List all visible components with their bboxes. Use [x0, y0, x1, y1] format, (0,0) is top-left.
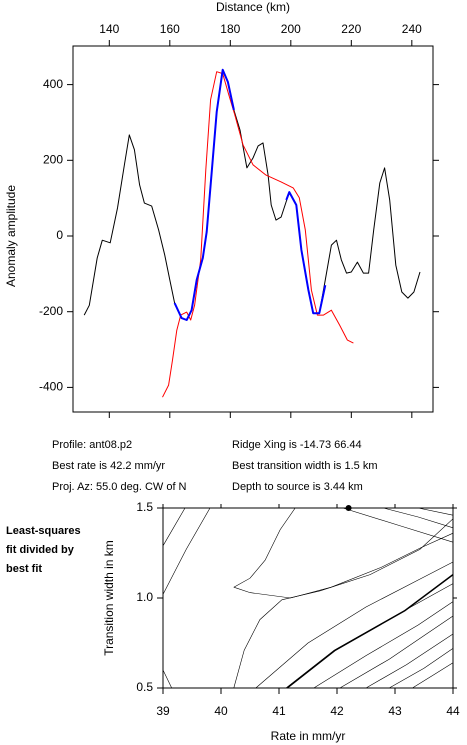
- x-axis-title: Distance (km): [216, 0, 290, 14]
- contour-line: [162, 507, 211, 595]
- y-tick-label: -400: [39, 380, 63, 394]
- x-tick-label: 40: [214, 704, 228, 718]
- info-line: Best rate is 42.2 mm/yr: [52, 460, 165, 472]
- x-tick-label: 43: [388, 704, 402, 718]
- contour-line: [233, 532, 454, 599]
- contour-line: [286, 573, 454, 689]
- y-tick-label: 0.5: [136, 680, 153, 694]
- x-axis-title: Rate in mm/yr: [271, 729, 346, 743]
- x-tick-label: 180: [220, 22, 240, 36]
- x-tick-label: 39: [156, 704, 170, 718]
- series-line: [83, 69, 421, 321]
- x-tick-label: 42: [330, 704, 344, 718]
- contour-line: [412, 662, 454, 689]
- contour-line: [365, 633, 454, 689]
- y-tick-label: 200: [43, 152, 63, 166]
- contour-line: [255, 561, 454, 689]
- x-tick-label: 220: [341, 22, 361, 36]
- note-line: best fit: [6, 563, 42, 575]
- y-tick-label: -200: [39, 304, 63, 318]
- info-line: Profile: ant08.p2: [52, 439, 132, 451]
- contour-line: [389, 648, 454, 689]
- note-line: Least-squares: [6, 525, 81, 537]
- series-line: [162, 71, 354, 398]
- contour-line: [418, 507, 454, 516]
- plot-frame: [72, 45, 434, 413]
- contour-line: [313, 601, 454, 689]
- contour-line: [162, 669, 172, 689]
- contour-line: [342, 507, 454, 543]
- y-tick-label: 1.5: [136, 500, 153, 514]
- info-line: Best transition width is 1.5 km: [232, 460, 378, 472]
- contour-line: [233, 507, 296, 588]
- x-tick-label: 140: [99, 22, 119, 36]
- contour-line: [383, 507, 454, 529]
- contour-line: [285, 583, 454, 689]
- note-line: fit divided by: [6, 544, 75, 556]
- plot-frame: [162, 507, 454, 689]
- x-tick-label: 41: [272, 704, 286, 718]
- y-axis-title: Anomaly amplitude: [4, 185, 18, 287]
- y-tick-label: 1.0: [136, 590, 153, 604]
- info-line: Ridge Xing is -14.73 66.44: [232, 439, 362, 451]
- contour-line: [339, 615, 454, 689]
- best-fit-point: [345, 505, 352, 511]
- x-tick-label: 200: [281, 22, 301, 36]
- info-line: Proj. Az: 55.0 deg. CW of N: [52, 481, 187, 493]
- y-axis-title: Transition width in km: [102, 540, 116, 656]
- x-tick-label: 160: [160, 22, 180, 36]
- info-line: Depth to source is 3.44 km: [232, 481, 363, 493]
- x-tick-label: 44: [446, 704, 460, 718]
- series-line: [173, 68, 327, 321]
- y-tick-label: 400: [43, 77, 63, 91]
- contour-line: [233, 518, 454, 689]
- y-tick-label: 0: [56, 228, 63, 242]
- contour-line: [162, 507, 186, 546]
- x-tick-label: 240: [402, 22, 422, 36]
